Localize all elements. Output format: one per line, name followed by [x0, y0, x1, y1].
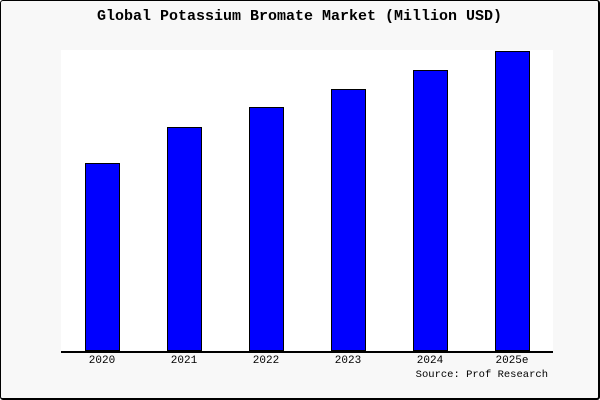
chart-title: Global Potassium Bromate Market (Million…	[96, 8, 503, 25]
x-tick-label-2023: 2023	[334, 355, 362, 367]
source-note: Source: Prof Research	[415, 369, 548, 381]
bar-2022	[248, 107, 284, 351]
x-axis-labels: 2020 2021 2022 2023 2024 2025e	[61, 355, 553, 369]
x-tick-label-2020: 2020	[88, 355, 116, 367]
plot-area	[61, 50, 553, 351]
bar-2020	[84, 162, 120, 351]
x-tick-label-2022: 2022	[252, 355, 280, 367]
x-tick-label-2024: 2024	[416, 355, 444, 367]
bar-2025e	[494, 51, 530, 351]
bar-2021	[166, 126, 202, 351]
bar-2023	[330, 89, 366, 351]
x-axis-line	[61, 351, 553, 353]
x-tick-label-2021: 2021	[170, 355, 198, 367]
x-tick-label-2025e: 2025e	[495, 355, 529, 367]
bar-2024	[412, 69, 448, 351]
